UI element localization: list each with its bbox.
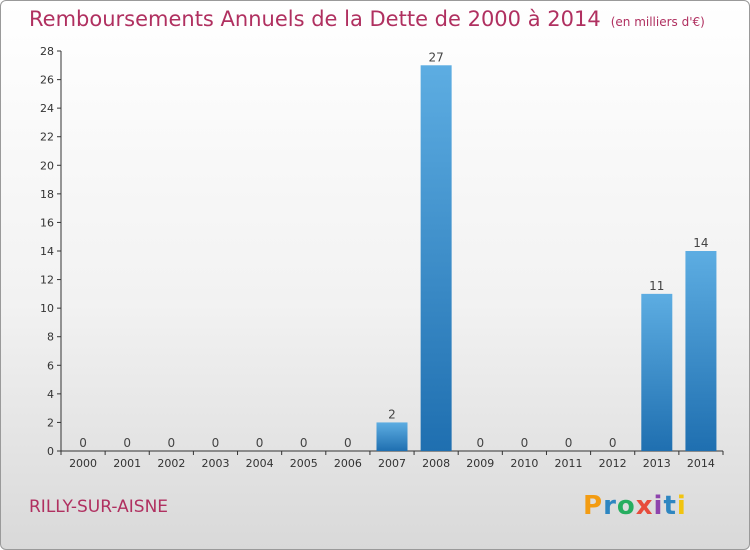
data-label: 0 (521, 436, 529, 450)
y-tick-label: 14 (40, 245, 54, 258)
y-tick-label: 8 (47, 331, 54, 344)
x-tick-label: 2000 (69, 457, 97, 470)
y-tick-label: 24 (40, 102, 54, 115)
x-tick-label: 2006 (334, 457, 362, 470)
data-label: 0 (300, 436, 308, 450)
location-name: RILLY-SUR-AISNE (29, 497, 169, 517)
x-tick-label: 2007 (378, 457, 406, 470)
data-label: 27 (428, 50, 443, 64)
y-tick-label: 18 (40, 188, 54, 201)
brand-letter: x (635, 491, 654, 521)
data-label: 0 (212, 436, 220, 450)
y-tick-label: 16 (40, 216, 54, 229)
y-tick-label: 2 (47, 416, 54, 429)
brand-letter: P (583, 491, 604, 521)
bar (685, 251, 717, 451)
chart-bars (376, 65, 717, 452)
data-label: 0 (123, 436, 131, 450)
x-tick-label: 2014 (687, 457, 715, 470)
data-label: 11 (649, 279, 664, 293)
y-tick-label: 28 (40, 45, 54, 58)
brand-letter: t (663, 491, 677, 521)
x-tick-label: 2002 (157, 457, 185, 470)
data-label: 14 (693, 236, 708, 250)
data-label: 0 (256, 436, 264, 450)
y-tick-label: 0 (47, 445, 54, 458)
data-label: 0 (476, 436, 484, 450)
chart-title-unit: (en milliers d'€) (610, 15, 705, 29)
x-tick-label: 2008 (422, 457, 450, 470)
brand-letter: i (676, 491, 687, 521)
y-tick-label: 4 (47, 388, 54, 401)
data-label: 2 (388, 407, 396, 421)
bar (376, 422, 408, 451)
x-tick-label: 2004 (246, 457, 274, 470)
data-label: 0 (79, 436, 87, 450)
x-tick-label: 2013 (643, 457, 671, 470)
brand-letter: i (653, 491, 664, 521)
y-tick-label: 12 (40, 274, 54, 287)
bar (420, 65, 452, 452)
y-tick-label: 22 (40, 131, 54, 144)
data-label: 0 (344, 436, 352, 450)
y-tick-label: 10 (40, 302, 54, 315)
data-label: 0 (565, 436, 573, 450)
data-label: 0 (609, 436, 617, 450)
chart-labels: 0 0 0 0 0 0 0 2 27 0 0 0 0 11 14 (79, 50, 708, 450)
x-tick-label: 2003 (201, 457, 229, 470)
brand-letter: r (603, 491, 617, 521)
y-tick-label: 20 (40, 159, 54, 172)
x-tick-label: 2009 (466, 457, 494, 470)
y-tick-label: 26 (40, 74, 54, 87)
data-label: 0 (168, 436, 176, 450)
x-tick-label: 2010 (510, 457, 538, 470)
x-tick-label: 2011 (555, 457, 583, 470)
chart-title-main: Remboursements Annuels de la Dette de 20… (29, 7, 601, 31)
y-tick-label: 6 (47, 359, 54, 372)
chart-title: Remboursements Annuels de la Dette de 20… (29, 7, 705, 31)
bar (641, 293, 673, 451)
proxiti-logo: Proxiti (583, 491, 687, 521)
x-tick-label: 2005 (290, 457, 318, 470)
x-tick-label: 2001 (113, 457, 141, 470)
x-tick-label: 2012 (599, 457, 627, 470)
brand-letter: o (616, 491, 636, 521)
